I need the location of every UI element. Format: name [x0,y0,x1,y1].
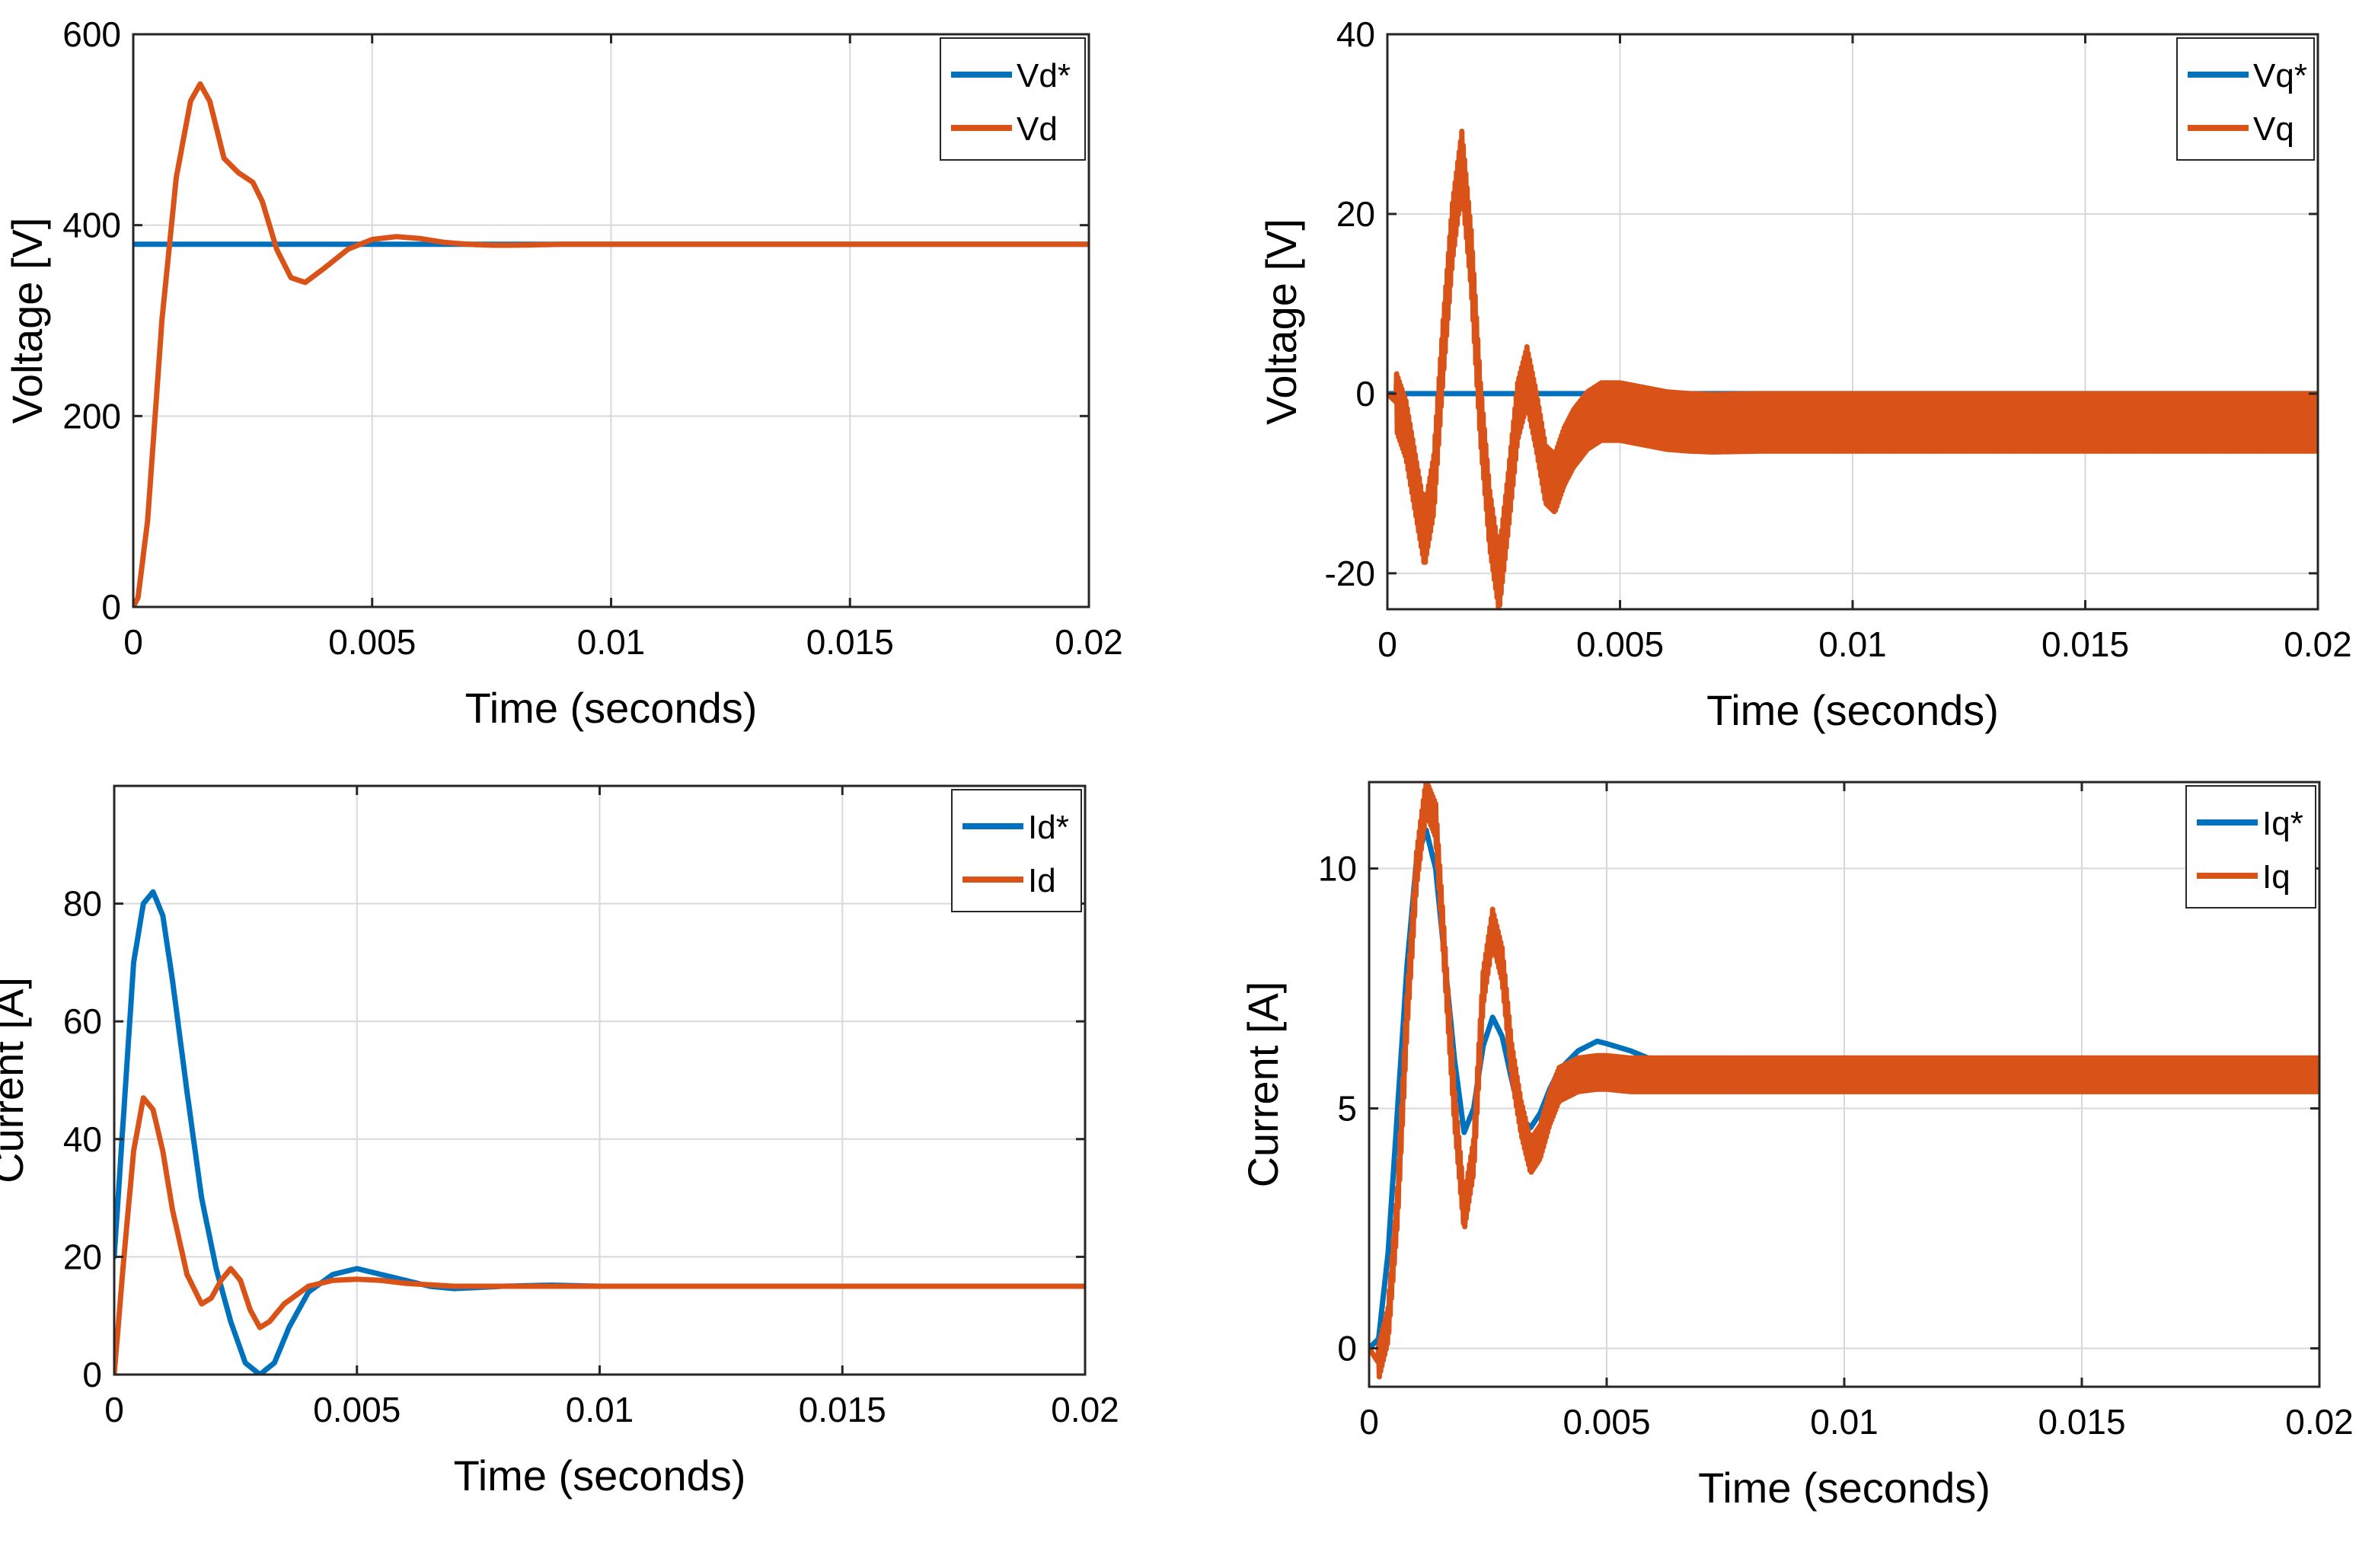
x-axis-label: Time (seconds) [1698,1464,1990,1512]
y-tick-label: 5 [1337,1089,1357,1129]
x-tick-label: 0.02 [2285,1402,2354,1442]
y-axis-label: Current [A] [1239,982,1287,1188]
legend: Iq* Iq [2185,785,2316,909]
x-tick-label: 0.005 [1563,1402,1650,1442]
y-tick-label: 60 [63,1001,102,1041]
series-line-iq [1369,782,2319,1380]
legend-box [2185,785,2316,909]
legend-label: Vq [2253,110,2294,148]
y-tick-label: 0 [1337,1329,1357,1368]
legend-label: Iq* [2262,805,2303,842]
x-tick-label: 0.005 [1576,624,1664,664]
series-line-vq [1387,128,2318,609]
x-axis-label: Time (seconds) [1706,686,1999,734]
x-tick-label: 0.015 [2041,624,2129,664]
y-tick-label: 80 [63,884,102,924]
x-tick-label: 0 [1359,1402,1379,1442]
x-tick-label: 0.015 [799,1390,886,1429]
y-tick-label: 10 [1318,848,1357,888]
series-line-vd [133,81,1089,607]
x-tick-label: 0 [1377,624,1397,664]
legend-box [951,789,1082,912]
legend-box [940,37,1086,161]
x-axis-label: Time (seconds) [465,684,758,732]
y-axis-label: Current [A] [0,977,32,1183]
legend-label: Id* [1028,809,1069,846]
legend: Vd* Vd [940,37,1086,161]
legend: Id* Id [951,789,1082,912]
y-tick-label: 0 [101,587,121,627]
y-tick-label: 200 [62,396,121,436]
legend-label: Id [1028,862,1056,899]
x-tick-label: 0.02 [1055,622,1123,662]
x-tick-label: 0.005 [313,1390,401,1429]
y-axis-label: Voltage [V] [3,218,51,424]
x-tick-label: 0.015 [806,622,894,662]
y-tick-label: 600 [62,14,121,54]
x-tick-label: 0.005 [328,622,416,662]
y-tick-label: 20 [63,1237,102,1276]
y-tick-label: -20 [1325,554,1375,593]
y-tick-label: 0 [82,1355,102,1394]
chart-id: 0 0.005 0.01 0.015 0.02 0 20 40 60 80 Time (second… [0,784,1119,1499]
y-axis-label: Voltage [V] [1257,219,1305,425]
chart-iq: 0 0.005 0.01 0.015 0.02 0 5 10 Time (seconds) Cur… [1239,781,2354,1512]
x-tick-label: 0 [123,622,143,662]
x-tick-label: 0.02 [2284,624,2352,664]
y-tick-label: 0 [1355,374,1375,414]
legend-label: Vd [1017,110,1058,148]
y-tick-label: 40 [63,1119,102,1159]
x-tick-label: 0.01 [566,1390,634,1429]
legend-label: Iq [2262,858,2290,896]
chart-vd: 0 0.005 0.01 0.015 0.02 0 200 400 600 Time (secon… [3,14,1123,732]
legend: Vq* Vq [2176,37,2315,161]
x-tick-label: 0.015 [2038,1402,2125,1442]
x-tick-label: 0.01 [577,622,646,662]
y-tick-label: 40 [1336,14,1375,54]
legend-box [2176,37,2315,161]
x-tick-label: 0.01 [1810,1402,1879,1442]
series-line-id [114,1095,1085,1375]
legend-label: Vd* [1017,57,1071,94]
x-tick-label: 0.02 [1051,1390,1119,1429]
x-tick-label: 0.01 [1818,624,1887,664]
y-tick-label: 20 [1336,194,1375,234]
x-tick-label: 0 [104,1390,124,1429]
y-tick-label: 400 [62,206,121,245]
legend-label: Vq* [2253,57,2307,94]
x-axis-label: Time (seconds) [454,1451,746,1499]
